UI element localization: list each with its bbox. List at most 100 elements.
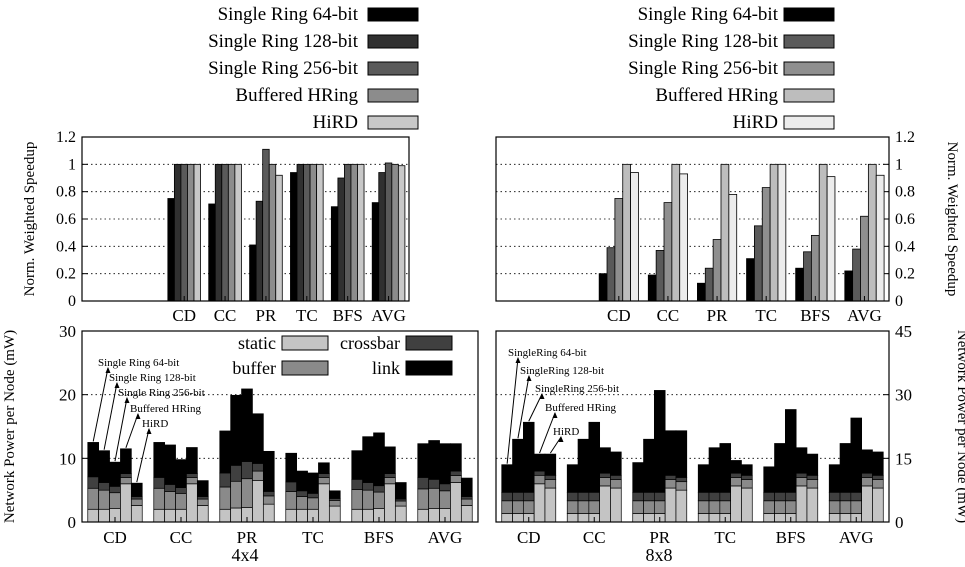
bar <box>852 248 861 302</box>
annotation-arrowhead <box>558 436 564 442</box>
bar-segment <box>828 464 841 493</box>
bar-segment <box>653 491 666 502</box>
x-tick-label: AVG <box>371 306 406 325</box>
bar-segment <box>175 493 187 510</box>
bar-annotation: SingleRing 256-bit <box>535 383 619 395</box>
bar-segment <box>262 495 275 505</box>
bar <box>268 163 277 302</box>
bar-segment <box>719 500 732 514</box>
plot-frame <box>495 136 890 302</box>
bar-segment <box>599 447 611 474</box>
bar-segment <box>296 490 308 497</box>
legend-swatch <box>783 7 835 22</box>
bar <box>193 163 201 302</box>
bar-segment <box>153 487 166 510</box>
bar-segment <box>861 449 873 474</box>
bar <box>826 176 836 302</box>
bar-segment <box>428 440 440 480</box>
bar-segment <box>774 491 786 502</box>
y-tick-label: 1 <box>895 156 903 173</box>
bar-segment <box>512 500 524 514</box>
bar-segment <box>806 487 819 523</box>
bar-segment <box>153 442 166 478</box>
bar-segment <box>730 485 742 523</box>
bar-segment <box>577 438 590 493</box>
bar-segment <box>87 508 100 523</box>
bar-segment <box>610 474 622 480</box>
bar <box>350 163 358 302</box>
bar-segment <box>307 497 319 510</box>
bar-segment <box>708 513 721 523</box>
bar-segment <box>153 477 166 489</box>
y-tick-label: 0.2 <box>56 266 76 283</box>
bar <box>679 173 688 302</box>
x-tick-label: PR <box>237 528 258 547</box>
bar-segment <box>285 491 298 510</box>
x-tick-label: BFS <box>333 306 363 325</box>
bar <box>249 244 257 302</box>
bar-segment <box>861 477 873 487</box>
bar <box>818 163 828 302</box>
bar-segment <box>384 483 396 523</box>
bar-segment <box>252 413 264 464</box>
legend-swatch <box>281 335 329 351</box>
legend-swatch <box>367 61 419 76</box>
x-tick-label: CD <box>172 306 196 325</box>
bar-annotation: HiRD <box>553 426 579 438</box>
bar-segment <box>533 453 546 472</box>
bar <box>867 163 877 302</box>
bar-segment <box>708 500 721 514</box>
legend-label: static <box>238 333 276 353</box>
legend-label: HiRD <box>733 112 778 133</box>
bar-segment <box>109 461 121 487</box>
bar-segment <box>241 388 253 462</box>
bar-segment <box>87 442 100 478</box>
bar-segment <box>872 474 884 480</box>
bar-segment <box>164 508 176 523</box>
x-tick-label: TC <box>714 528 736 547</box>
bar-segment <box>230 394 242 466</box>
bar <box>227 163 236 302</box>
bar-segment <box>675 481 688 491</box>
bar-segment <box>428 508 440 523</box>
bar-segment <box>428 478 440 489</box>
legend-label: Single Ring 256-bit <box>208 58 359 79</box>
bar <box>875 174 885 302</box>
bar-segment <box>795 472 808 478</box>
bar <box>663 202 673 302</box>
bar <box>208 203 216 302</box>
bar-segment <box>262 450 275 492</box>
y-tick-label: 0.8 <box>895 184 915 201</box>
bar-segment <box>795 477 808 487</box>
annotation-leader <box>125 413 139 448</box>
bar <box>290 172 298 302</box>
bar <box>655 250 665 302</box>
bar-segment <box>610 487 622 523</box>
bar-segment <box>566 464 579 493</box>
bar-segment <box>501 491 513 502</box>
legend-label: Buffered HRing <box>655 85 778 106</box>
bar-segment <box>285 452 298 483</box>
y-tick-label: 0 <box>68 513 77 532</box>
bar-segment <box>362 436 374 483</box>
bar-segment <box>351 478 364 490</box>
annotation-arrowhead <box>515 357 521 363</box>
y-tick-label: 0 <box>895 293 903 310</box>
bar-segment <box>872 487 884 523</box>
bar-segment <box>98 489 110 510</box>
bar-segment <box>599 472 611 478</box>
bar-segment <box>351 489 364 510</box>
bar-segment <box>130 498 143 506</box>
bar-segment <box>741 474 753 480</box>
y-tick-label: 10 <box>59 449 76 468</box>
bar-segment <box>318 462 330 474</box>
bar-segment <box>806 453 819 476</box>
bar-segment <box>362 482 374 491</box>
power-panel-8x8: 0 15 30 45 CD CC PR TC BFS AVG SingleRing 64-bit Si… <box>495 322 965 547</box>
bar <box>753 225 763 302</box>
x-tick-label: TC <box>296 306 318 325</box>
bar-segment <box>566 491 579 502</box>
bar-segment <box>861 485 873 523</box>
bar-segment <box>610 479 622 489</box>
bar-segment <box>373 485 385 493</box>
